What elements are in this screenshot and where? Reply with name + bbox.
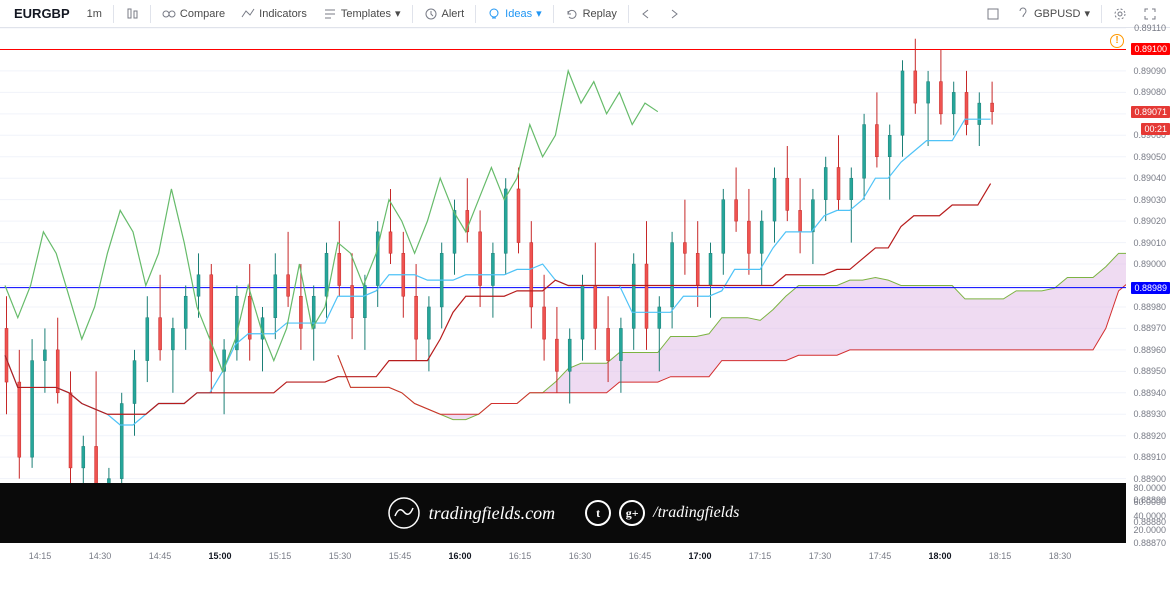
undo-button[interactable] — [633, 2, 659, 26]
time-tick: 18:30 — [1049, 551, 1072, 561]
gplus-icon: g+ — [619, 500, 645, 526]
price-tick: 0.88960 — [1133, 345, 1166, 355]
price-badge: 0.89071 — [1131, 106, 1170, 118]
price-badge: 0.88989 — [1131, 282, 1170, 294]
time-tick: 16:30 — [569, 551, 592, 561]
price-tick: 0.89090 — [1133, 66, 1166, 76]
fullscreen-button[interactable] — [1136, 2, 1164, 26]
chevron-down-icon: ▾ — [536, 7, 542, 20]
overlay-tick: 40.0000 — [1133, 511, 1166, 521]
price-tick: 0.88920 — [1133, 431, 1166, 441]
price-tick: 0.89050 — [1133, 152, 1166, 162]
time-tick: 17:30 — [809, 551, 832, 561]
right-symbol-button[interactable]: GBPUSD▾ — [1009, 2, 1097, 26]
price-tick: 0.88870 — [1133, 538, 1166, 548]
settings-button[interactable] — [1106, 2, 1134, 26]
price-tick: 0.88950 — [1133, 366, 1166, 376]
price-badge: 0.89100 — [1131, 43, 1170, 55]
time-axis[interactable]: 14:15 14:30 14:45 15:00 15:15 15:30 15:45 16:00… — [0, 543, 1126, 569]
watermark-site: tradingfields.com — [429, 503, 556, 524]
price-tick: 0.88970 — [1133, 323, 1166, 333]
time-tick: 17:00 — [688, 551, 711, 561]
time-tick: 14:45 — [149, 551, 172, 561]
price-tick: 0.89000 — [1133, 259, 1166, 269]
price-tick: 0.88910 — [1133, 452, 1166, 462]
symbol-button[interactable]: EURGBP — [6, 6, 78, 21]
price-tick: 0.88930 — [1133, 409, 1166, 419]
indicators-button[interactable]: Indicators — [234, 2, 314, 26]
twitter-icon: t — [585, 500, 611, 526]
time-tick: 16:00 — [448, 551, 471, 561]
candles-button[interactable] — [118, 2, 146, 26]
time-tick: 17:15 — [749, 551, 772, 561]
replay-button[interactable]: Replay — [558, 2, 624, 26]
time-tick: 18:15 — [989, 551, 1012, 561]
watermark-handle: /tradingfields — [653, 504, 739, 522]
templates-button[interactable]: Templates▾ — [316, 2, 408, 26]
chevron-down-icon: ▾ — [1084, 7, 1090, 20]
ideas-button[interactable]: Ideas▾ — [480, 2, 548, 26]
alert-button[interactable]: Alert — [417, 2, 472, 26]
price-tick: 0.89010 — [1133, 238, 1166, 248]
time-tick: 16:15 — [509, 551, 532, 561]
time-tick: 15:00 — [208, 551, 231, 561]
price-axis[interactable]: 0.891100.891000.890900.890800.890700.890… — [1126, 28, 1170, 543]
price-tick: 0.89030 — [1133, 195, 1166, 205]
time-tick: 14:15 — [29, 551, 52, 561]
chart-area[interactable]: ! 0.891100.891000.890900.890800.890700.8… — [0, 28, 1170, 569]
overlay-tick: 80.0000 — [1133, 483, 1166, 493]
overlay-tick: 60.0000 — [1133, 497, 1166, 507]
chevron-down-icon: ▾ — [395, 7, 401, 20]
time-tick: 16:45 — [629, 551, 652, 561]
gear-icon — [1113, 7, 1127, 21]
price-tick: 0.89040 — [1133, 173, 1166, 183]
price-tick: 0.89020 — [1133, 216, 1166, 226]
overlay-tick: 20.0000 — [1133, 525, 1166, 535]
price-badge: 00:21 — [1141, 123, 1170, 135]
price-tick: 0.88980 — [1133, 302, 1166, 312]
interval-button[interactable]: 1m — [80, 2, 109, 26]
time-tick: 17:45 — [869, 551, 892, 561]
time-tick: 14:30 — [89, 551, 112, 561]
watermark-banner: tradingfields.com t g+ /tradingfields — [0, 483, 1126, 543]
price-tick: 0.88940 — [1133, 388, 1166, 398]
logo-icon — [387, 496, 421, 530]
price-tick: 0.89080 — [1133, 87, 1166, 97]
redo-button[interactable] — [661, 2, 687, 26]
time-tick: 15:45 — [389, 551, 412, 561]
time-tick: 15:30 — [329, 551, 352, 561]
chart-canvas[interactable] — [0, 28, 1126, 543]
toolbar: EURGBP 1m Compare Indicators Templates▾ … — [0, 0, 1170, 28]
compare-button[interactable]: Compare — [155, 2, 232, 26]
time-tick: 15:15 — [269, 551, 292, 561]
alert-warning-icon[interactable]: ! — [1110, 34, 1124, 48]
price-tick: 0.89110 — [1134, 23, 1166, 33]
time-tick: 18:00 — [928, 551, 951, 561]
layout-button[interactable] — [979, 2, 1007, 26]
